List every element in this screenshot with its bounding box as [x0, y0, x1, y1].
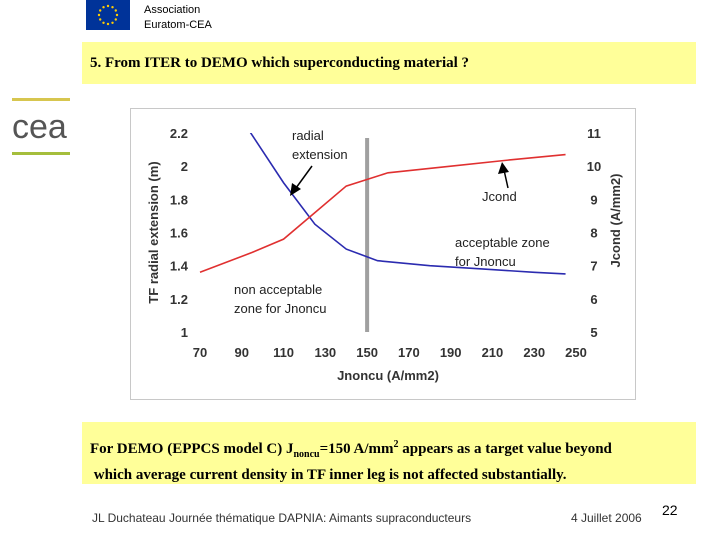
x-tick-label: 90: [235, 345, 249, 360]
annotation-acceptable: acceptable zone: [455, 235, 550, 250]
eu-star-icon: [106, 22, 110, 26]
y-right-tick-label: 8: [590, 226, 597, 241]
conclusion-part-a: For DEMO (EPPCS model C) J: [90, 441, 294, 457]
footer-author: JL Duchateau Journée thématique DAPNIA: …: [92, 511, 472, 525]
chart: 70 90 110 130 150 170 190 210 230 25011.21.41.61.…: [146, 126, 623, 383]
association-label: Association Euratom-CEA: [144, 3, 212, 33]
eu-star-icon: [106, 4, 110, 8]
annotation-acceptable-for: for Jnoncu: [455, 254, 516, 269]
y-left-tick-label: 2: [181, 159, 188, 174]
y-left-tick-label: 1.4: [170, 259, 189, 274]
eu-star-icon: [111, 6, 114, 9]
eu-star-icon: [99, 18, 102, 21]
y-left-axis-label: TF radial extension (m): [146, 161, 161, 303]
footer-date: 4 Juillet 2006: [571, 511, 642, 525]
y-right-tick-label: 5: [590, 325, 597, 340]
y-right-tick-label: 6: [590, 292, 597, 307]
arrow-jcond-shaft: [503, 169, 509, 189]
y-left-tick-label: 1: [181, 325, 188, 340]
y-right-tick-label: 11: [587, 126, 601, 141]
x-tick-label: 250: [565, 345, 587, 360]
arrow-radial-shaft: [295, 165, 313, 189]
y-right-tick-label: 9: [590, 192, 597, 207]
conclusion-superscript: 2: [393, 439, 399, 450]
y-right-axis-label: Jcond (A/mm2): [608, 174, 623, 268]
conclusion-text: For DEMO (EPPCS model C) Jnoncu=150 A/mm…: [90, 434, 694, 486]
eu-star-icon: [102, 21, 105, 24]
cea-logo-icon: cea: [12, 98, 70, 155]
eu-star-icon: [99, 9, 102, 12]
y-left-tick-label: 1.6: [170, 226, 188, 241]
title-band: 5. From ITER to DEMO which superconducti…: [82, 42, 696, 84]
y-left-tick-label: 2.2: [170, 126, 188, 141]
annotation-jcond: Jcond: [482, 189, 517, 204]
cea-logo-text: cea: [12, 108, 67, 146]
association-line: Association: [144, 4, 201, 16]
x-tick-label: 110: [273, 345, 294, 360]
y-right-tick-label: 7: [590, 259, 597, 274]
x-tick-label: 70: [193, 345, 207, 360]
eu-star-icon: [114, 18, 117, 21]
conclusion-band: For DEMO (EPPCS model C) Jnoncu=150 A/mm…: [82, 422, 696, 484]
eu-star-icon: [102, 6, 105, 9]
arrow-jcond-head: [498, 162, 509, 174]
eu-star-icon: [111, 21, 114, 24]
page-number: 22: [662, 502, 678, 518]
x-tick-label: 170: [398, 345, 420, 360]
arrow-radial-head: [290, 183, 301, 196]
x-tick-label: 210: [482, 345, 504, 360]
conclusion-line-2: which average current density in TF inne…: [93, 467, 567, 483]
x-tick-label: 230: [523, 345, 545, 360]
x-tick-label: 130: [314, 345, 336, 360]
organization-line: Euratom-CEA: [144, 19, 212, 31]
annotation-radial: radial: [292, 128, 324, 143]
y-right-tick-label: 10: [587, 159, 601, 174]
slide-title: 5. From ITER to DEMO which superconducti…: [90, 55, 470, 71]
y-left-tick-label: 1.8: [170, 192, 188, 207]
x-tick-label: 190: [440, 345, 462, 360]
x-tick-label: 150: [356, 345, 378, 360]
conclusion-part-b: =150 A/mm: [319, 441, 394, 457]
x-axis-label: Jnoncu (A/mm2): [337, 368, 439, 383]
eu-flag-icon: [86, 0, 130, 30]
annotation-non-acceptable-for: zone for Jnoncu: [234, 301, 327, 316]
annotation-extension: extension: [292, 147, 348, 162]
series-radial-extension-line: [249, 133, 566, 275]
series-jcond-line: [199, 153, 566, 274]
conclusion-subscript: noncu: [293, 449, 320, 460]
annotation-non-acceptable: non acceptable: [234, 282, 322, 297]
eu-star-icon: [97, 13, 101, 17]
eu-star-icon: [114, 9, 117, 12]
y-left-tick-label: 1.2: [170, 292, 188, 307]
conclusion-part-c: appears as a target value beyond: [398, 441, 612, 457]
eu-star-icon: [115, 13, 119, 17]
